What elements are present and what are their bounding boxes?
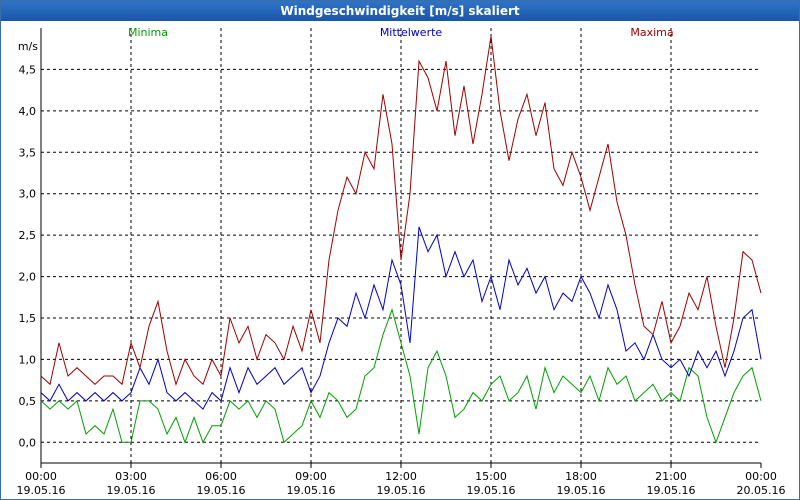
x-tick-date-label: 19.05.16	[467, 484, 516, 497]
y-tick-label: 0,5	[19, 395, 37, 408]
y-tick-label: 2,5	[19, 229, 37, 242]
axes: 0,00,51,01,52,02,53,03,54,04,500:0019.05…	[17, 28, 786, 497]
y-tick-label: 0,0	[19, 436, 37, 449]
y-tick-label: 1,0	[19, 353, 37, 366]
legend: Minima Mittelwerte Maxima	[128, 26, 674, 39]
series-lines	[40, 36, 762, 444]
legend-maxima: Maxima	[630, 26, 673, 39]
grid	[41, 28, 761, 463]
x-tick-time-label: 21:00	[655, 470, 687, 483]
wind-speed-chart: 0,00,51,01,52,02,53,03,54,04,500:0019.05…	[17, 26, 786, 497]
x-tick-time-label: 18:00	[565, 470, 597, 483]
x-tick-date-label: 19.05.16	[17, 484, 66, 497]
series-line-minima	[40, 308, 762, 444]
x-tick-time-label: 00:00	[745, 470, 777, 483]
y-axis-label: m/s	[18, 40, 38, 53]
y-tick-label: 1,5	[19, 312, 37, 325]
x-tick-date-label: 20.05.16	[737, 484, 786, 497]
window-title: Windgeschwindigkeit [m/s] skaliert	[1, 1, 799, 21]
x-tick-time-label: 03:00	[115, 470, 147, 483]
series-line-mittelwerte	[40, 226, 762, 410]
x-tick-date-label: 19.05.16	[107, 484, 156, 497]
x-tick-time-label: 06:00	[205, 470, 237, 483]
x-tick-time-label: 00:00	[25, 470, 57, 483]
x-tick-time-label: 12:00	[385, 470, 417, 483]
x-tick-time-label: 15:00	[475, 470, 507, 483]
x-tick-time-label: 09:00	[295, 470, 327, 483]
y-tick-label: 4,0	[19, 105, 37, 118]
series-line-maxima	[40, 36, 762, 386]
x-tick-date-label: 19.05.16	[647, 484, 696, 497]
x-tick-date-label: 19.05.16	[557, 484, 606, 497]
y-tick-label: 2,0	[19, 271, 37, 284]
legend-mittelwerte: Mittelwerte	[380, 26, 443, 39]
x-tick-date-label: 19.05.16	[197, 484, 246, 497]
y-tick-label: 4,5	[19, 63, 37, 76]
y-tick-label: 3,5	[19, 146, 37, 159]
legend-minima: Minima	[128, 26, 168, 39]
y-tick-label: 3,0	[19, 188, 37, 201]
x-tick-date-label: 19.05.16	[287, 484, 336, 497]
x-tick-date-label: 19.05.16	[377, 484, 426, 497]
